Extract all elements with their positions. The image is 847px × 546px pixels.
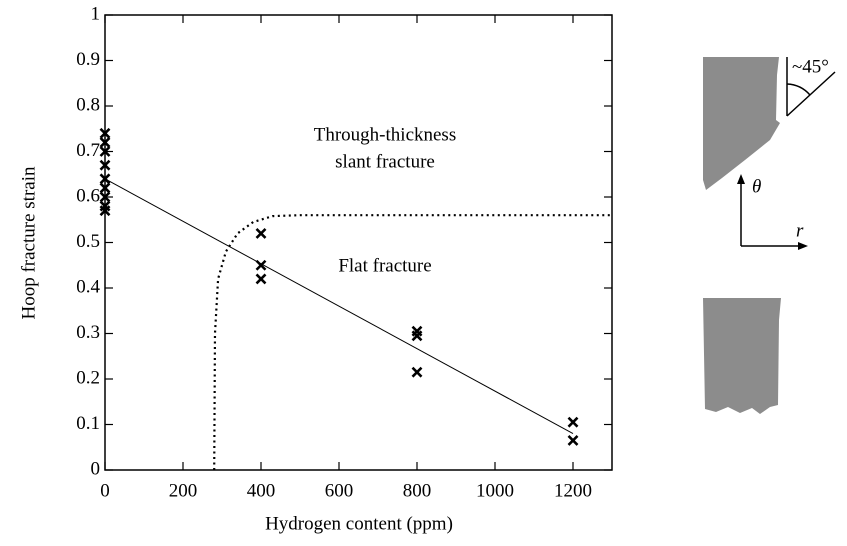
y-axis-label: Hoop fracture strain xyxy=(18,166,39,319)
arrow-head xyxy=(737,174,745,184)
data-point xyxy=(99,136,111,148)
y-tick-label: 0 xyxy=(91,458,101,479)
fit-line xyxy=(104,178,574,435)
marker-stroke xyxy=(99,136,111,148)
y-tick-label: 0.7 xyxy=(76,140,100,161)
slant-line xyxy=(786,71,836,117)
marker-stroke xyxy=(411,366,423,378)
data-point xyxy=(99,127,111,139)
flat-specimen xyxy=(703,298,781,414)
x-tick-label: 800 xyxy=(403,480,432,501)
y-tick-label: 1 xyxy=(91,3,101,24)
angle-label: ~45° xyxy=(792,56,829,77)
y-tick-label: 0.3 xyxy=(76,322,100,343)
fracture-sketches: ~45° θ r xyxy=(703,56,836,414)
data-point xyxy=(411,330,423,342)
slant-specimen xyxy=(703,57,780,190)
marker-stroke xyxy=(99,159,111,171)
marker-stroke xyxy=(99,191,111,203)
x-tick-label: 0 xyxy=(100,480,110,501)
x-axis-label: Hydrogen content (ppm) xyxy=(265,513,453,534)
data-point xyxy=(99,191,111,203)
marker-stroke xyxy=(99,182,111,194)
arrow-head xyxy=(798,242,808,250)
data-point xyxy=(99,182,111,194)
boundary-curve xyxy=(213,214,612,471)
annotation: slant fracture xyxy=(335,151,435,172)
x-tick-label: 600 xyxy=(325,480,354,501)
x-tick-label: 200 xyxy=(169,480,198,501)
data-point xyxy=(255,227,267,239)
r-label: r xyxy=(796,220,804,241)
y-tick-label: 0.4 xyxy=(76,276,100,297)
data-point xyxy=(99,146,111,157)
plot-frame xyxy=(104,14,613,471)
marker-stroke xyxy=(99,146,111,157)
x-tick-label: 1200 xyxy=(554,480,592,501)
marker-stroke xyxy=(567,416,579,428)
x-tick-label: 1000 xyxy=(476,480,514,501)
y-tick-label: 0.5 xyxy=(76,231,100,252)
annotation: Through-thickness xyxy=(314,124,456,145)
marker-stroke xyxy=(255,227,267,239)
marker-stroke xyxy=(255,259,267,271)
y-tick-label: 0.9 xyxy=(76,49,100,70)
data-point xyxy=(567,435,579,446)
data-point xyxy=(411,366,423,378)
marker-stroke xyxy=(255,273,267,285)
y-tick-label: 0.6 xyxy=(76,185,100,206)
data-point xyxy=(99,159,111,171)
data-point xyxy=(99,205,111,217)
marker-stroke xyxy=(411,330,423,342)
angle-arc xyxy=(786,83,811,96)
y-tick-label: 0.2 xyxy=(76,367,100,388)
annotation: Flat fracture xyxy=(338,255,431,276)
y-tick-label: 0.8 xyxy=(76,94,100,115)
y-tick-label: 0.1 xyxy=(76,413,100,434)
x-tick-label: 400 xyxy=(247,480,276,501)
theta-label: θ xyxy=(752,176,761,197)
marker-stroke xyxy=(99,205,111,217)
marker-stroke xyxy=(567,435,579,446)
data-point xyxy=(255,273,267,285)
data-point xyxy=(567,416,579,428)
marker-stroke xyxy=(99,127,111,139)
